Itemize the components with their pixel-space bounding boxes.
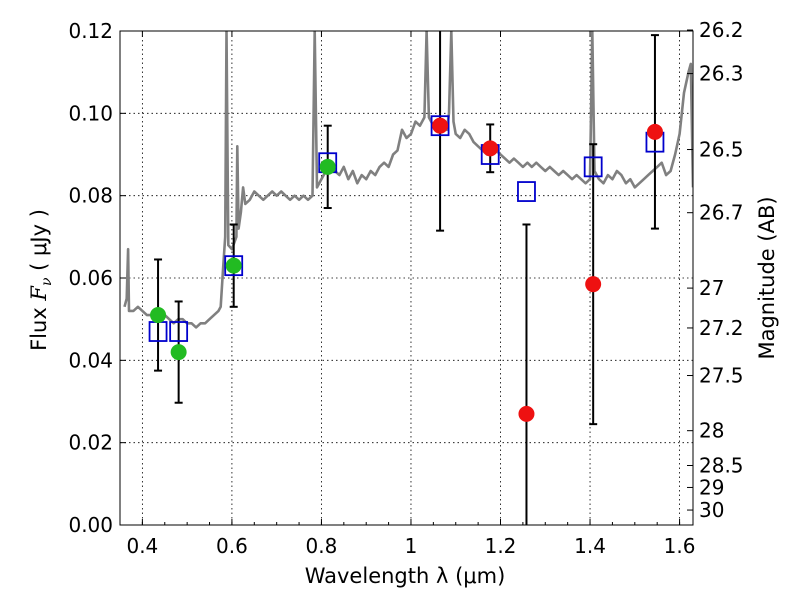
photometry-circle-marker	[432, 117, 449, 134]
right-axis-label: Magnitude (AB)	[755, 196, 779, 359]
model-square-marker	[517, 181, 536, 202]
mag-tick-label: 28	[699, 419, 724, 443]
mag-tick-label: 26.7	[699, 201, 744, 225]
model-square-marker	[583, 156, 603, 178]
mag-tick-label: 27.5	[699, 364, 744, 388]
x-tick-label: 1.4	[574, 534, 606, 558]
x-tick-label: 1.2	[485, 534, 517, 558]
y-tick-label: 0.10	[68, 101, 113, 125]
spectrum-line	[123, 31, 693, 329]
mag-tick-label: 27.2	[699, 316, 744, 340]
mag-tick-label: 27	[699, 276, 724, 300]
photometry-circle-marker	[585, 276, 602, 293]
y-axis-label-suffix: ( μJy )	[27, 209, 51, 277]
y-axis-label-prefix: Flux	[27, 301, 51, 351]
y-axis-label-symbol: F	[27, 285, 51, 302]
mag-tick-label: 26.5	[699, 138, 744, 162]
plot-area	[123, 31, 693, 525]
photometry-circle-marker	[170, 344, 187, 361]
mag-tick-label: 26.3	[699, 62, 744, 86]
photometry-circle-marker	[225, 257, 242, 274]
photometry-circle-marker	[482, 140, 499, 157]
x-tick-label: 1	[405, 534, 418, 558]
mag-tick-label: 26.2	[699, 18, 744, 42]
x-axis-label: Wavelength λ (μm)	[305, 564, 506, 588]
model-square-marker	[169, 321, 189, 342]
x-tick-label: 0.8	[306, 534, 338, 558]
model-square-marker	[224, 255, 244, 277]
mag-tick-label: 28.5	[699, 453, 744, 477]
x-tick-label: 0.4	[126, 534, 158, 558]
y-tick-label: 0.02	[68, 431, 113, 455]
mag-tick-label: 29	[699, 475, 724, 499]
y-axis-label-subscript: ν	[39, 277, 55, 286]
photometry-circle-marker	[646, 123, 663, 140]
photometry-circle-marker	[518, 405, 535, 422]
photometry-circle-marker	[319, 158, 336, 175]
y-tick-label: 0.08	[68, 184, 113, 208]
grid	[120, 30, 693, 526]
axis-ticks: 0.4 0.6 0.8 1 1.2 1.4 1.6 0.00 0.02 0.04 0.06 0.08 0…	[68, 18, 743, 558]
y-tick-label: 0.00	[68, 513, 113, 537]
model-square-marker	[430, 115, 450, 137]
y-tick-label: 0.04	[68, 348, 113, 372]
y-tick-label: 0.12	[68, 19, 113, 43]
x-tick-label: 0.6	[216, 534, 248, 558]
photometry-circle-marker	[150, 307, 167, 324]
y-axis-label: Flux Fν ( μJy )	[27, 209, 55, 351]
y-tick-label: 0.06	[68, 266, 113, 290]
mag-tick-label: 30	[699, 498, 724, 522]
x-tick-label: 1.6	[664, 534, 696, 558]
